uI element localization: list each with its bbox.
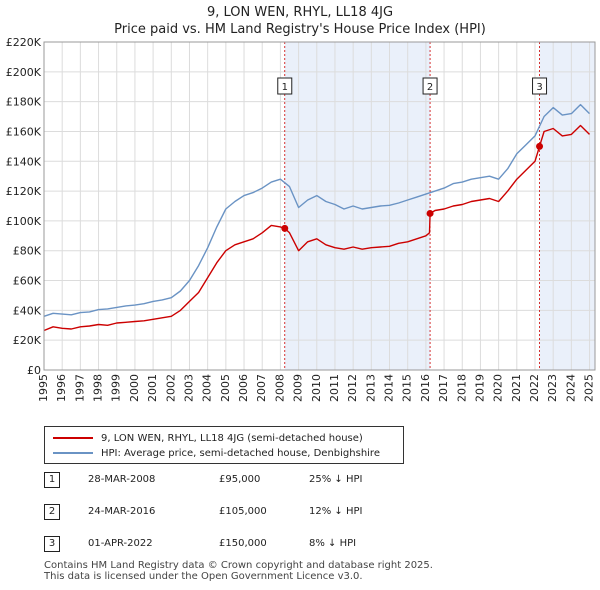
x-tick-label: 2015 — [401, 374, 414, 402]
x-tick-label: 2008 — [273, 374, 286, 402]
x-tick-label: 2018 — [455, 374, 468, 402]
transaction-hpi-diff: 8% ↓ HPI — [309, 538, 357, 549]
shaded-region — [284, 42, 431, 370]
transaction-price: £150,000 — [219, 538, 267, 549]
footer-copyright: Contains HM Land Registry data © Crown c… — [44, 560, 433, 571]
y-tick-label: £20K — [13, 334, 42, 347]
x-tick-label: 2013 — [364, 374, 377, 402]
y-tick-label: £160K — [6, 125, 42, 138]
y-tick-label: £180K — [6, 96, 42, 109]
shaded-regions — [284, 42, 595, 370]
x-tick-label: 2024 — [564, 374, 577, 402]
x-tick-label: 1996 — [55, 374, 68, 402]
transaction-markers — [281, 142, 544, 232]
transaction-date: 24-MAR-2016 — [88, 506, 156, 517]
x-tick-label: 2009 — [292, 374, 305, 402]
transaction-price: £105,000 — [219, 506, 267, 517]
transaction-label-box — [532, 77, 548, 95]
transaction-hpi-diff: 25% ↓ HPI — [309, 474, 363, 485]
footer-licence: This data is licensed under the Open Gov… — [44, 571, 363, 582]
y-tick-label: £200K — [6, 66, 42, 79]
x-tick-label: 2001 — [146, 374, 159, 402]
x-tick-label: 2020 — [492, 374, 505, 402]
legend-label-property: 9, LON WEN, RHYL, LL18 4JG (semi-detache… — [101, 432, 363, 444]
transaction-date: 01-APR-2022 — [88, 538, 153, 549]
x-tick-label: 2011 — [328, 374, 341, 402]
transaction-badge: 2 — [44, 504, 60, 520]
x-tick-label: 2010 — [310, 374, 323, 402]
series-line-property — [43, 124, 590, 332]
y-tick-label: £220K — [6, 36, 42, 49]
x-tick-label: 2022 — [528, 374, 541, 402]
transaction-point — [281, 224, 289, 232]
y-tick-label: £80K — [13, 245, 42, 258]
chart-title-address: 9, LON WEN, RHYL, LL18 4JG — [206, 5, 394, 20]
table-row: 1 28-MAR-2008 £95,000 25% ↓ HPI — [44, 472, 444, 490]
gridlines — [43, 41, 595, 371]
y-tick-label: £60K — [13, 275, 42, 288]
legend-label-hpi: HPI: Average price, semi-detached house,… — [101, 447, 380, 459]
x-tick-label: 2017 — [437, 374, 450, 402]
x-tick-label: 2003 — [182, 374, 195, 402]
series-line-hpi — [43, 103, 590, 317]
transaction-point — [536, 142, 544, 150]
transaction-point — [426, 209, 434, 217]
series-lines — [43, 103, 590, 332]
table-row: 2 24-MAR-2016 £105,000 12% ↓ HPI — [44, 504, 444, 522]
shaded-region — [539, 42, 595, 370]
chart-subtitle: Price paid vs. HM Land Registry's House … — [114, 22, 486, 37]
legend-item-property: 9, LON WEN, RHYL, LL18 4JG (semi-detache… — [53, 431, 363, 445]
y-tick-label: £100K — [6, 215, 42, 228]
transaction-price: £95,000 — [219, 474, 261, 485]
x-tick-label: 1997 — [73, 374, 86, 402]
transaction-badge: 3 — [44, 536, 60, 552]
x-tick-label: 2007 — [255, 374, 268, 402]
x-tick-label: 2002 — [164, 374, 177, 402]
transaction-badge: 1 — [44, 472, 60, 488]
price-chart: £0 £20K £40K £60K £80K £100K £120K £140K £160K £1… — [6, 36, 596, 402]
transaction-label-box — [277, 77, 293, 95]
footer-notice: Contains HM Land Registry data © Crown c… — [44, 560, 433, 582]
table-row: 3 01-APR-2022 £150,000 8% ↓ HPI — [44, 536, 444, 554]
x-tick-label: 2023 — [546, 374, 559, 402]
x-tick-label: 1998 — [92, 374, 105, 402]
x-tick-label: 2019 — [473, 374, 486, 402]
x-tick-label: 1999 — [110, 374, 123, 402]
transaction-label-box — [422, 77, 438, 95]
transaction-date: 28-MAR-2008 — [88, 474, 156, 485]
transaction-label: 3 — [536, 82, 542, 93]
x-tick-label: 2012 — [346, 374, 359, 402]
x-tick-label: 2006 — [237, 374, 250, 402]
x-tick-label: 2014 — [383, 374, 396, 402]
x-tick-label: 1995 — [37, 374, 50, 402]
x-tick-label: 2004 — [201, 374, 214, 402]
chart-legend: 9, LON WEN, RHYL, LL18 4JG (semi-detache… — [44, 426, 404, 464]
x-tick-label: 2016 — [419, 374, 432, 402]
y-tick-label: £140K — [6, 155, 42, 168]
transaction-vlines: 1 2 3 — [277, 42, 548, 370]
transaction-label: 2 — [427, 82, 433, 93]
y-tick-label: £40K — [13, 304, 42, 317]
plot-frame — [43, 41, 596, 371]
legend-swatch-red — [53, 437, 93, 439]
legend-swatch-blue — [53, 452, 93, 454]
legend-item-hpi: HPI: Average price, semi-detached house,… — [53, 446, 380, 460]
transaction-hpi-diff: 12% ↓ HPI — [309, 506, 363, 517]
x-tick-label: 2025 — [583, 374, 596, 402]
x-axis-ticks: 1995 1996 1997 1998 1999 2000 2001 2002 2003 2004… — [37, 374, 596, 402]
x-tick-label: 2000 — [128, 374, 141, 402]
transaction-label: 1 — [282, 82, 288, 93]
y-tick-label: £120K — [6, 185, 42, 198]
y-tick-label: £0 — [27, 364, 41, 377]
x-tick-label: 2021 — [510, 374, 523, 402]
x-tick-label: 2005 — [219, 374, 232, 402]
y-axis-ticks: £0 £20K £40K £60K £80K £100K £120K £140K £160K £1… — [6, 36, 42, 377]
